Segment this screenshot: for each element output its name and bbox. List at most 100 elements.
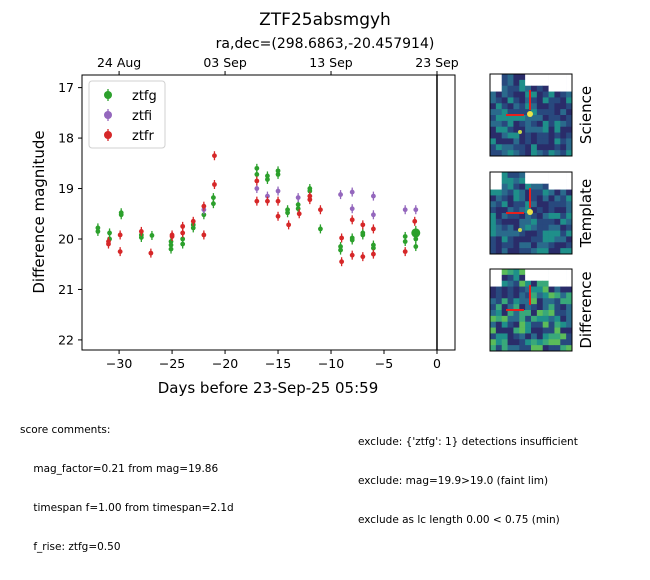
exclude-comments: exclude: {'ztfg': 1} detections insuffic… (358, 410, 578, 553)
figure-canvas: ZTF25absmgyh ra,dec=(298.6863,-20.457914… (30, 10, 595, 397)
cutout-pixel (560, 79, 567, 87)
cutout-pixel (531, 150, 538, 157)
cutout-pixel (507, 201, 514, 208)
cutout-pixel (560, 144, 567, 151)
cutout-pixel (548, 109, 555, 116)
cutout-pixel (566, 274, 573, 282)
cutout-pixel (490, 177, 497, 185)
cutout-pixel (501, 298, 508, 305)
cutout-pixel (554, 120, 561, 128)
data-point (210, 201, 216, 207)
cutout-pixel (548, 315, 555, 323)
cutout-pixel (531, 345, 538, 352)
cutout-pixel (525, 280, 532, 287)
data-point (138, 235, 144, 240)
cutout-pixel (507, 304, 514, 311)
cutout-pixel (519, 109, 526, 116)
data-point (180, 230, 186, 236)
cutout-pixel (495, 269, 503, 276)
cutout-pixel (566, 298, 573, 305)
cutout-pixel (513, 144, 520, 151)
cutout-frame (489, 73, 573, 157)
cutout-pixel (495, 120, 503, 128)
cutout-pixel (548, 224, 555, 231)
cutout-pixel (554, 274, 561, 282)
cutout-pixel (548, 236, 555, 243)
cutout-pixel (542, 292, 549, 299)
series-ztfr (106, 151, 418, 267)
figure: ZTF25absmgyh ra,dec=(298.6863,-20.457914… (20, 10, 595, 553)
latest-point (411, 228, 421, 238)
cutout-pixel (490, 213, 497, 220)
cutout-pixel (536, 286, 544, 293)
cutout-pixel (513, 304, 520, 311)
cutout-pixel (513, 224, 520, 231)
cutout-pixel (548, 345, 555, 352)
cutout-pixel (554, 79, 561, 87)
cutout-pixel (501, 292, 508, 299)
cutout-pixel (525, 195, 532, 202)
cutout-pixel (495, 132, 503, 139)
cutout-pixel (513, 207, 520, 214)
cutout-pixel (495, 97, 503, 104)
cutout-pixel (536, 177, 544, 185)
cutout-pixel (531, 280, 538, 287)
data-point (275, 213, 281, 219)
cutout-pixel (566, 304, 573, 311)
cutout-pixel (495, 339, 503, 346)
cutout-pixel (495, 230, 503, 237)
cutout-pixel (531, 333, 538, 340)
cutout-pixel (513, 183, 520, 190)
data-point (371, 212, 376, 218)
cutout-pixel (531, 321, 538, 328)
cutout-pixel (548, 120, 555, 128)
cutout-pixel (519, 115, 526, 122)
cutout-pixel (501, 79, 508, 87)
cutout-pixel (525, 189, 532, 196)
cutout-pixel (531, 248, 538, 255)
data-point (148, 250, 154, 256)
cutout-pixel (554, 103, 561, 110)
top-tick-label: 13 Sep (309, 55, 353, 70)
cutout-pixel (554, 269, 561, 276)
cutout-pixel (490, 144, 497, 151)
cutout-pixel (560, 327, 567, 334)
cutout-pixel (519, 321, 526, 328)
data-point (265, 198, 270, 204)
cutout-pixel (501, 144, 508, 151)
cutout-pixel (548, 269, 555, 276)
cutout-pixel (525, 242, 532, 249)
cutout-pixel (554, 315, 561, 323)
cutout-panels: Science Template Difference (489, 73, 595, 352)
data-point (402, 234, 408, 239)
cutout-pixel (513, 172, 520, 179)
cutout-pixel (531, 304, 538, 311)
cutout-pixel (560, 218, 567, 226)
cutout-pixel (554, 74, 561, 81)
cutout-pixel (525, 333, 532, 340)
exclude-comment-line: exclude as lc length 0.00 < 0.75 (min) (358, 514, 560, 526)
cutout-pixel (542, 177, 549, 185)
data-point (286, 222, 292, 228)
cutout-pixel (542, 230, 549, 237)
cutout-pixel (507, 242, 514, 249)
data-point (413, 207, 419, 213)
cutout-pixel (548, 339, 555, 346)
cutout-pixel (531, 97, 538, 104)
cutout-pixel (490, 298, 497, 305)
cutout-pixel (536, 321, 544, 328)
cutout-pixel (507, 321, 514, 328)
cutout-pixel (490, 189, 497, 196)
cutout-pixel (554, 189, 561, 196)
cutout-pixel (525, 224, 532, 231)
cutout-pixel (554, 286, 561, 293)
cutout-pixel (519, 103, 526, 110)
x-tick-label: −10 (318, 356, 344, 371)
x-tick-label: −15 (265, 356, 291, 371)
cutout-pixel (536, 213, 544, 220)
cutout-pixel (566, 138, 573, 145)
cutout-pixel (495, 298, 503, 305)
cutout-pixel (542, 120, 549, 128)
cutout-pixel (536, 138, 544, 145)
cutout-pixel (548, 321, 555, 328)
